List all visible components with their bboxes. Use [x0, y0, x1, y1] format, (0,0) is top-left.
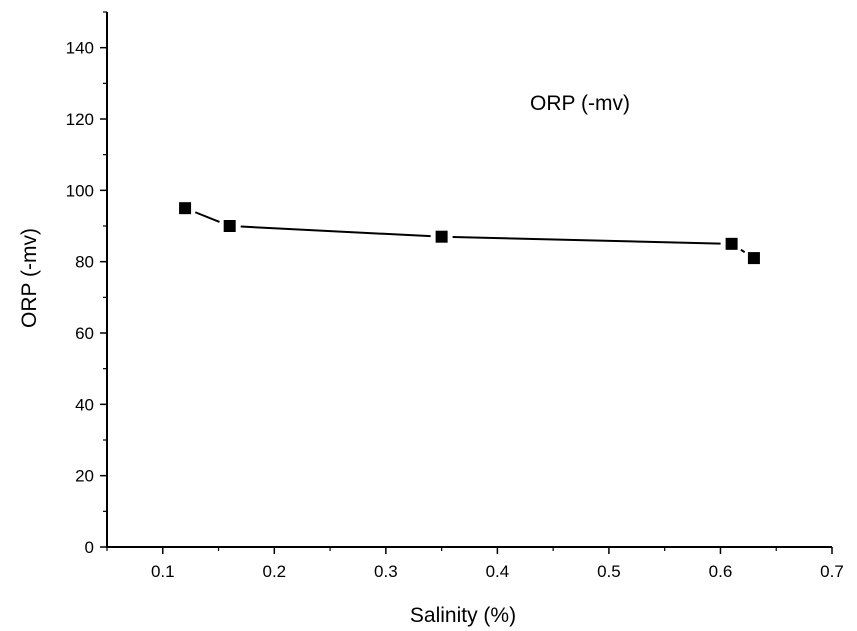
x-tick-label: 0.7: [820, 562, 844, 581]
x-tick-label: 0.6: [709, 562, 733, 581]
series-line-segment: [240, 225, 431, 238]
y-tick-label: 120: [66, 110, 94, 129]
y-axis-ticks: 0 20 40 60 80 100 120 140: [66, 11, 107, 557]
series-line-segment: [740, 248, 746, 254]
data-point-marker: [725, 237, 738, 250]
series-line-segment: [452, 235, 721, 245]
series-line-segment: [194, 211, 220, 223]
y-tick-label: 0: [85, 538, 94, 557]
y-axis-label: ORP (-mv): [18, 228, 41, 328]
y-tick-label: 140: [66, 39, 94, 58]
data-point-marker: [179, 202, 192, 215]
data-point-marker: [435, 230, 448, 243]
x-axis-ticks: 0.1 0.2 0.3 0.4 0.5 0.6 0.7: [106, 547, 844, 581]
x-tick-label: 0.5: [597, 562, 621, 581]
data-point-marker: [747, 252, 760, 265]
x-tick-label: 0.1: [151, 562, 175, 581]
y-tick-label: 100: [66, 181, 94, 200]
y-tick-label: 20: [75, 467, 94, 486]
legend-label: ORP (-mv): [530, 92, 630, 115]
y-tick-label: 60: [75, 324, 94, 343]
x-tick-label: 0.4: [486, 562, 510, 581]
x-tick-label: 0.2: [262, 562, 286, 581]
axes: [106, 12, 832, 548]
y-tick-label: 40: [75, 395, 94, 414]
x-axis-label: Salinity (%): [410, 604, 516, 627]
data-point-marker: [223, 220, 236, 232]
plot-area: [179, 202, 760, 265]
y-tick-label: 80: [75, 253, 94, 272]
x-tick-label: 0.3: [374, 562, 398, 581]
